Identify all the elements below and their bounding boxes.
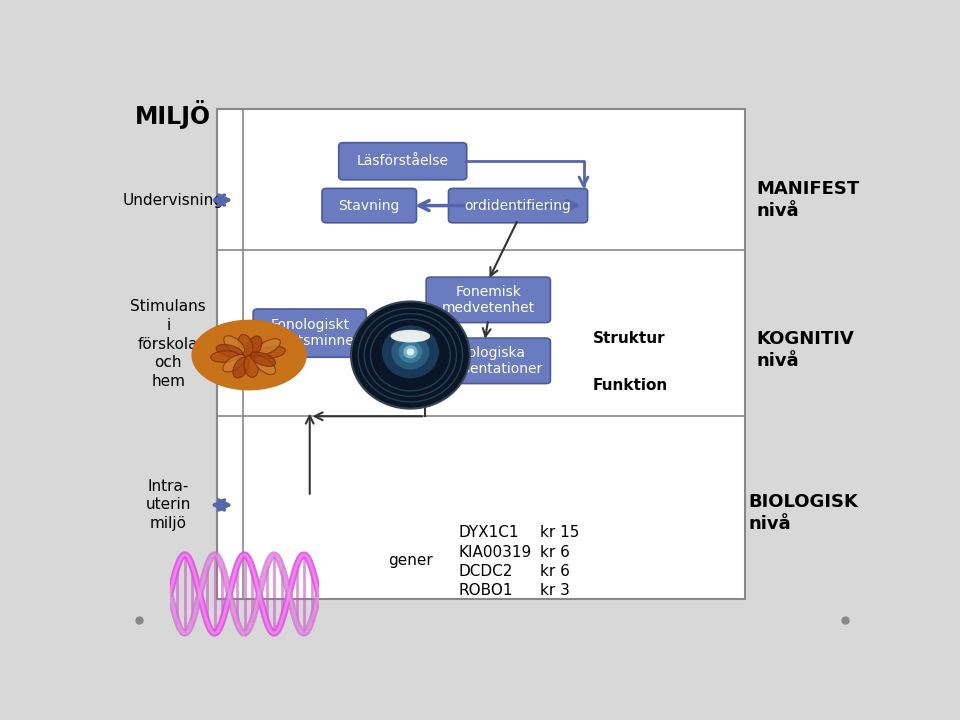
Ellipse shape bbox=[407, 348, 414, 356]
Ellipse shape bbox=[233, 357, 250, 378]
Text: MANIFEST
nivå: MANIFEST nivå bbox=[756, 180, 859, 220]
Text: Fonologiskt
arbetsminne: Fonologiskt arbetsminne bbox=[266, 318, 353, 348]
Ellipse shape bbox=[382, 325, 439, 379]
Text: DYX1C1: DYX1C1 bbox=[459, 525, 519, 540]
Ellipse shape bbox=[258, 346, 285, 359]
Text: Läsförståelse: Läsförståelse bbox=[357, 154, 448, 168]
Ellipse shape bbox=[223, 355, 245, 372]
Text: Undervisning: Undervisning bbox=[123, 192, 224, 207]
Text: KIA00319: KIA00319 bbox=[459, 544, 532, 559]
Ellipse shape bbox=[210, 351, 238, 362]
Text: Funktion: Funktion bbox=[592, 378, 668, 393]
Ellipse shape bbox=[251, 352, 276, 366]
Ellipse shape bbox=[403, 346, 418, 359]
Text: Stimulans
i
förskola
och
hem: Stimulans i förskola och hem bbox=[131, 300, 206, 389]
Ellipse shape bbox=[392, 334, 429, 369]
Ellipse shape bbox=[398, 341, 422, 363]
Ellipse shape bbox=[238, 335, 253, 356]
Text: Intra-
uterin
miljö: Intra- uterin miljö bbox=[146, 479, 191, 531]
Text: ROBO1: ROBO1 bbox=[459, 583, 513, 598]
Text: Fonologiska
representationer: Fonologiska representationer bbox=[426, 346, 542, 376]
FancyBboxPatch shape bbox=[448, 189, 588, 222]
Text: Fonemisk
medvetenhet: Fonemisk medvetenhet bbox=[442, 284, 535, 315]
Text: kr 15: kr 15 bbox=[540, 525, 580, 540]
Text: kr 6: kr 6 bbox=[540, 544, 570, 559]
FancyBboxPatch shape bbox=[419, 338, 550, 384]
Ellipse shape bbox=[224, 336, 245, 354]
Text: gener: gener bbox=[388, 553, 433, 568]
Text: ordidentifiering: ordidentifiering bbox=[465, 199, 571, 212]
Text: Struktur: Struktur bbox=[592, 331, 665, 346]
Polygon shape bbox=[192, 320, 306, 390]
Bar bbox=[217, 109, 745, 599]
Ellipse shape bbox=[256, 338, 280, 355]
Text: MILJÖ: MILJÖ bbox=[134, 100, 211, 130]
Ellipse shape bbox=[254, 356, 276, 374]
Text: kr 3: kr 3 bbox=[540, 583, 570, 598]
Text: BIOLOGISK
nivå: BIOLOGISK nivå bbox=[749, 493, 858, 534]
Ellipse shape bbox=[351, 302, 469, 409]
Ellipse shape bbox=[391, 330, 430, 343]
FancyBboxPatch shape bbox=[253, 309, 367, 357]
FancyBboxPatch shape bbox=[322, 189, 417, 222]
Ellipse shape bbox=[216, 344, 243, 358]
FancyBboxPatch shape bbox=[339, 143, 467, 180]
Ellipse shape bbox=[246, 336, 262, 357]
Ellipse shape bbox=[244, 355, 258, 377]
Text: KOGNITIV
nivå: KOGNITIV nivå bbox=[756, 330, 853, 370]
FancyBboxPatch shape bbox=[426, 277, 550, 323]
Text: Stavning: Stavning bbox=[339, 199, 400, 212]
Text: kr 6: kr 6 bbox=[540, 564, 570, 579]
Text: DCDC2: DCDC2 bbox=[459, 564, 513, 579]
